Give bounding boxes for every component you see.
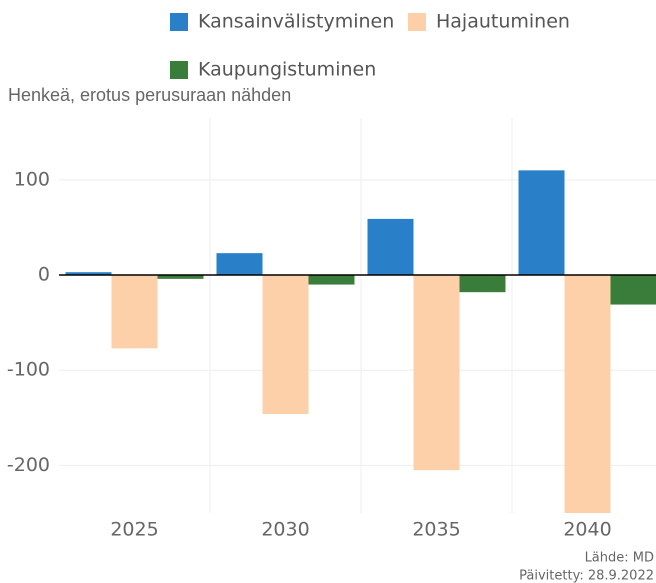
legend-swatch	[170, 13, 188, 31]
bar	[65, 272, 112, 276]
y-tick-label: 100	[14, 168, 50, 190]
bar	[459, 275, 506, 293]
y-tick-label: -200	[7, 454, 50, 476]
bar	[518, 170, 565, 276]
bar	[413, 275, 460, 471]
updated: Päivitetty: 28.9.2022	[519, 569, 654, 583]
source: Lähde: MD	[585, 551, 654, 566]
bar	[610, 275, 656, 305]
axis-title: Henkeä, erotus perusuraan nähden	[8, 85, 291, 105]
legend-label: Kaupungistuminen	[198, 59, 376, 81]
x-tick-label: 2035	[412, 519, 460, 541]
bar	[111, 275, 158, 349]
legend-swatch	[170, 61, 188, 79]
bar	[564, 275, 611, 513]
bar	[367, 218, 414, 276]
x-tick-label: 2040	[563, 519, 611, 541]
bar	[157, 275, 204, 279]
legend-swatch	[408, 13, 426, 31]
x-tick-label: 2030	[261, 519, 309, 541]
legend-label: Hajautuminen	[436, 11, 570, 33]
bar	[262, 275, 309, 415]
y-tick-label: 0	[38, 264, 50, 286]
bar	[216, 253, 263, 276]
bar	[308, 275, 355, 285]
legend-label: Kansainvälistyminen	[198, 11, 394, 33]
y-tick-label: -100	[7, 359, 50, 381]
x-tick-label: 2025	[110, 519, 158, 541]
